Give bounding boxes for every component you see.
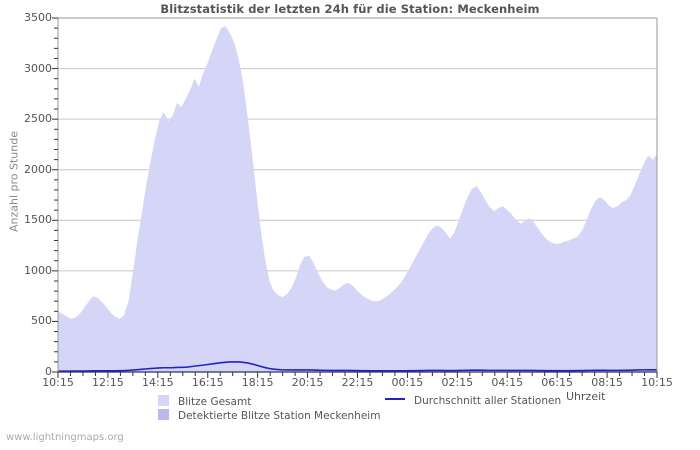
legend-swatch-blitze-gesamt: [158, 395, 169, 406]
x-tick-label: 00:15: [391, 376, 424, 389]
legend-line-durchschnitt: [385, 398, 405, 400]
x-tick-label: 22:15: [341, 376, 374, 389]
x-tick-label: 12:15: [92, 376, 124, 389]
y-tick-label: 1000: [24, 263, 52, 277]
x-tick-label: 08:15: [591, 376, 623, 389]
y-tick-label: 3000: [24, 61, 52, 75]
chart-title: Blitzstatistik der letzten 24h für die S…: [160, 2, 540, 16]
legend-label-blitze-gesamt: Blitze Gesamt: [178, 396, 252, 408]
y-tick-label: 2500: [24, 112, 52, 126]
legend-label-detektierte-blitze: Detektierte Blitze Station Meckenheim: [178, 410, 381, 422]
y-tick-label: 1500: [24, 213, 52, 227]
y-axis-tick-labels: 0 500 1000 1500 2000 2500 3000 3500: [0, 0, 52, 450]
y-tick-label: 0: [45, 365, 52, 378]
x-tick-label: 16:15: [191, 376, 224, 389]
y-tick-label: 500: [31, 314, 52, 328]
x-tick-label: 02:15: [441, 376, 474, 389]
legend-item-blitze-gesamt: Blitze Gesamt: [158, 395, 251, 408]
legend-item-detektierte-blitze: Detektierte Blitze Station Meckenheim: [158, 409, 380, 422]
x-tick-label: 18:15: [241, 376, 274, 389]
y-tick-label: 3500: [24, 11, 52, 24]
x-tick-label: 10:15: [641, 376, 673, 389]
y-tick-label: 2000: [24, 162, 52, 176]
x-tick-label: 04:15: [491, 376, 524, 389]
x-tick-label: 14:15: [141, 376, 174, 389]
chart-legend: Blitze Gesamt Detektierte Blitze Station…: [0, 394, 700, 424]
x-tick-label: 06:15: [541, 376, 573, 389]
legend-swatch-detektierte-blitze: [158, 409, 169, 420]
footer-source: www.lightningmaps.org: [6, 432, 124, 443]
legend-item-durchschnitt: Durchschnitt aller Stationen: [385, 395, 561, 407]
legend-label-durchschnitt: Durchschnitt aller Stationen: [414, 395, 562, 407]
x-tick-label: 20:15: [291, 376, 324, 389]
x-axis-label: Uhrzeit: [566, 390, 606, 403]
x-tick-label: 10:15: [42, 376, 74, 389]
